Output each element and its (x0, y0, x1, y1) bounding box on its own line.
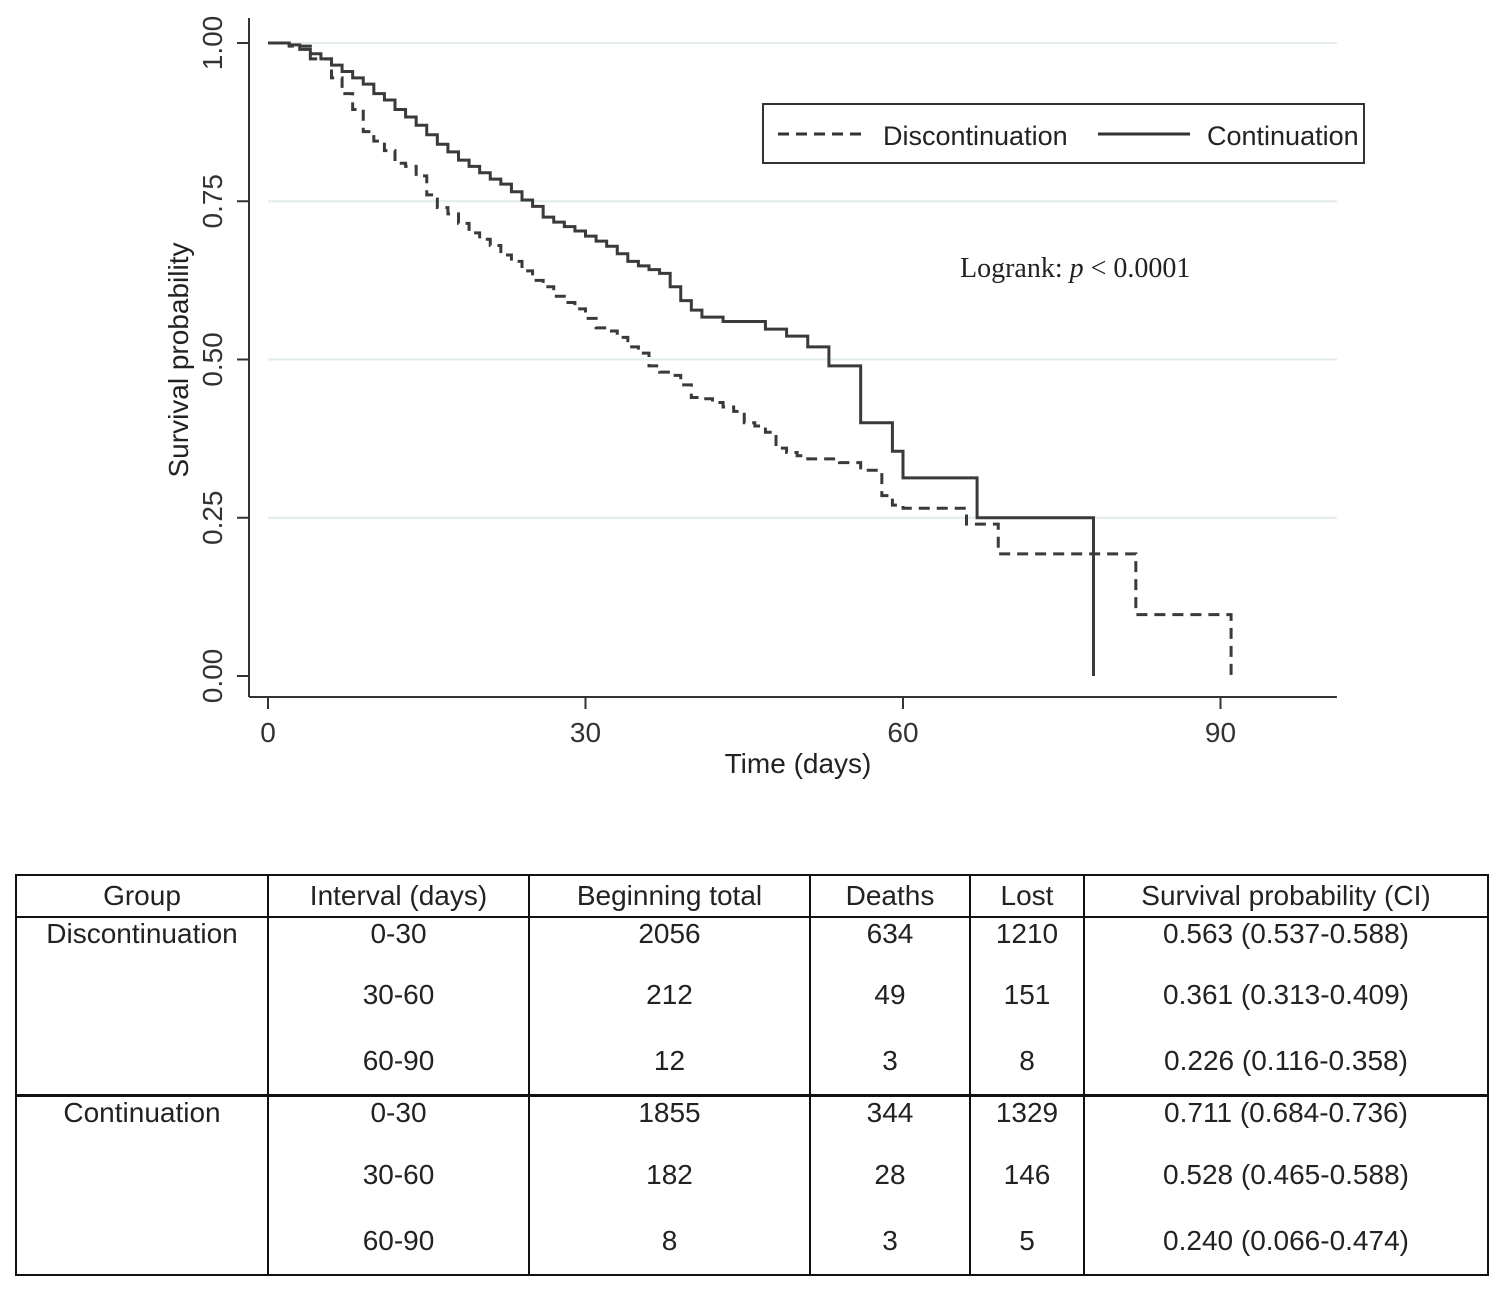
logrank-suffix: < 0.0001 (1084, 253, 1191, 284)
table-cell-deaths: 3 (809, 1207, 970, 1275)
table-row: Discontinuation 0-30 2056 634 1210 0.563 (0.5… (15, 917, 1488, 1096)
axes: 0.00 0.25 0.50 0.75 1.00 0 30 60 90 (197, 16, 1337, 748)
table-cell-lost: 8 (969, 1028, 1084, 1096)
table-cell-total: 8 (528, 1207, 810, 1275)
table-cell-interval: 0-30 (267, 1094, 529, 1142)
x-tick-label: 30 (570, 717, 601, 748)
logrank-annotation: Logrank: p < 0.0001 (960, 253, 1190, 284)
y-axis-title: Survival probability (163, 243, 194, 478)
y-tick-label: 1.00 (197, 16, 228, 71)
table-cell-total: 2056 (528, 917, 810, 963)
table-cell-lost: 1329 (969, 1094, 1084, 1142)
y-tick-label: 0.25 (197, 491, 228, 546)
series-line-continuation (268, 41, 1095, 676)
table-cell-interval: 30-60 (267, 962, 529, 1029)
table-cell-lost: 146 (969, 1141, 1084, 1208)
y-tick-label: 0.75 (197, 174, 228, 229)
table-cell-lost: 5 (969, 1207, 1084, 1275)
table-cell-deaths: 28 (809, 1141, 970, 1208)
table-header-cell: Beginning total (528, 875, 810, 918)
life-table: Group Interval (days) Beginning total Death… (15, 874, 1489, 1276)
table-cell-deaths: 49 (809, 962, 970, 1029)
gridlines (268, 42, 1337, 519)
logrank-prefix: Logrank: (960, 253, 1070, 284)
table-header-cell: Group (15, 875, 268, 918)
table-cell-interval: 30-60 (267, 1141, 529, 1208)
y-tick-label: 0.50 (197, 332, 228, 387)
table-cell-surv: 0.361 (0.313-0.409) (1083, 962, 1488, 1029)
table-row: 30-60 212 49 151 0.361 (0.313-0.409) (16, 962, 1488, 1029)
table-cell-interval: 0-30 (267, 917, 529, 963)
legend-label-continuation: Continuation (1207, 121, 1359, 151)
table-cell-surv: 0.226 (0.116-0.358) (1083, 1028, 1488, 1096)
legend-box (762, 103, 1365, 164)
series-line-discontinuation (268, 41, 1233, 676)
table-body: Discontinuation 0-30 2056 634 1210 0.563 (0.5… (15, 917, 1488, 1275)
table-cell-lost: 1210 (969, 917, 1084, 963)
legend: Discontinuation Continuation (762, 103, 1365, 164)
table-cell-surv: 0.240 (0.066-0.474) (1083, 1207, 1488, 1275)
km-plot-svg: 0.00 0.25 0.50 0.75 1.00 0 30 60 90 Discontinuat… (163, 16, 1365, 779)
table-header-cell: Survival probability (CI) (1083, 875, 1488, 918)
table-cell-surv: 0.711 (0.684-0.736) (1083, 1094, 1488, 1142)
x-tick-label: 60 (887, 717, 918, 748)
table-cell-surv: 0.528 (0.465-0.588) (1083, 1141, 1488, 1208)
table-cell-total: 1855 (528, 1094, 810, 1142)
series-lines (268, 41, 1233, 676)
group-name-cell: Continuation (15, 1094, 268, 1275)
table-cell-deaths: 634 (809, 917, 970, 963)
table-row: 30-60 182 28 146 0.528 (0.465-0.588) (16, 1141, 1488, 1208)
survival-chart: 0.00 0.25 0.50 0.75 1.00 0 30 60 90 Discontinuat… (163, 16, 1365, 779)
x-tick-label: 0 (260, 717, 276, 748)
x-axis-title: Time (days) (725, 748, 872, 779)
table-row: 60-90 8 3 5 0.240 (0.066-0.474) (16, 1207, 1488, 1275)
table-cell-deaths: 344 (809, 1094, 970, 1142)
table-cell-deaths: 3 (809, 1028, 970, 1096)
y-tick-label: 0.00 (197, 649, 228, 704)
table-cell-lost: 151 (969, 962, 1084, 1029)
legend-label-discontinuation: Discontinuation (883, 121, 1068, 151)
table-cell-total: 212 (528, 962, 810, 1029)
table-cell-surv: 0.563 (0.537-0.588) (1083, 917, 1488, 963)
table-header-row: Group Interval (days) Beginning total Death… (15, 875, 1488, 918)
x-tick-label: 90 (1205, 717, 1236, 748)
table-cell-total: 12 (528, 1028, 810, 1096)
group-name-cell: Discontinuation (15, 917, 268, 1096)
table-cell-interval: 60-90 (267, 1207, 529, 1275)
table-header-cell: Deaths (809, 875, 970, 918)
table-cell-interval: 60-90 (267, 1028, 529, 1096)
table-cell-total: 182 (528, 1141, 810, 1208)
table-row: Continuation 0-30 1855 344 1329 0.711 (0.684-… (15, 1094, 1488, 1275)
table-header-cell: Interval (days) (267, 875, 529, 918)
logrank-p: p (1068, 253, 1084, 284)
table-row: 60-90 12 3 8 0.226 (0.116-0.358) (16, 1028, 1488, 1096)
table-header-cell: Lost (969, 875, 1084, 918)
